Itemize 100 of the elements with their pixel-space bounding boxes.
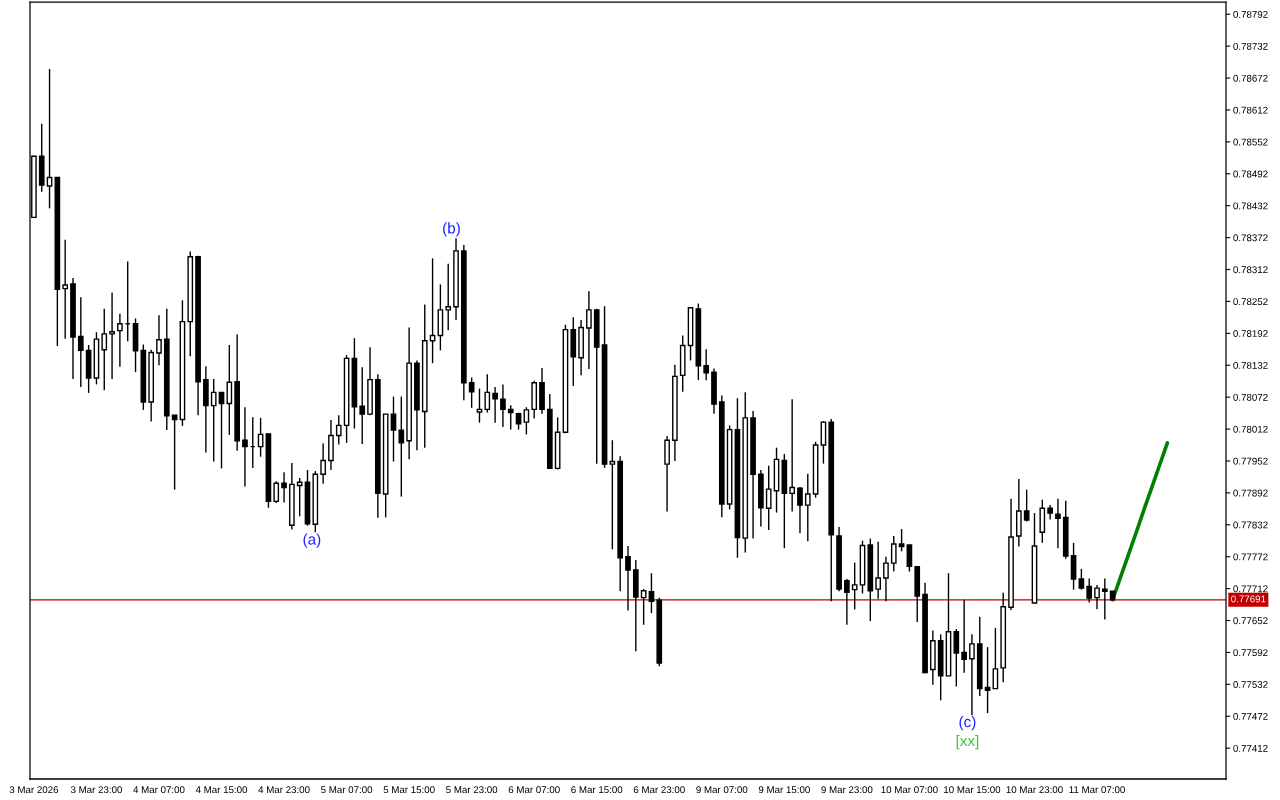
candlestick — [961, 599, 967, 674]
y-tick-label: 0.78672 — [1233, 74, 1268, 82]
candlestick — [281, 471, 287, 504]
candlestick — [906, 544, 913, 573]
candlestick — [226, 344, 233, 436]
x-tick-label: 10 Mar 15:00 — [944, 786, 1001, 794]
candlestick — [890, 535, 897, 573]
candlestick — [1094, 584, 1100, 611]
x-tick-label: 4 Mar 07:00 — [133, 786, 185, 794]
candlestick — [445, 262, 452, 331]
line-series — [1110, 441, 1170, 602]
annotation: (c) — [959, 716, 976, 731]
candlestick — [609, 439, 616, 550]
candlestick — [156, 314, 162, 366]
candlestick — [62, 239, 69, 340]
candlestick — [1039, 499, 1046, 544]
candlestick — [984, 646, 991, 714]
x-tick-label: 6 Mar 23:00 — [633, 786, 685, 794]
y-tick-label: 0.78492 — [1233, 170, 1268, 178]
annotation: [xx] — [956, 734, 979, 750]
candlestick — [851, 561, 858, 611]
candlestick — [46, 68, 53, 210]
y-tick-label: 0.78012 — [1233, 425, 1268, 433]
y-tick-label: 0.78072 — [1233, 393, 1268, 401]
candlestick — [77, 296, 84, 388]
annotation: (b) — [443, 222, 460, 237]
candlestick — [820, 420, 827, 465]
candlestick — [953, 628, 960, 688]
candlestick — [101, 308, 108, 391]
y-tick-label: 0.78372 — [1233, 234, 1268, 242]
y-tick-label: 0.78432 — [1233, 202, 1268, 210]
candlestick — [1023, 488, 1030, 523]
candlestick — [969, 633, 975, 716]
y-tick-label: 0.77772 — [1233, 553, 1268, 561]
x-tick-label: 5 Mar 15:00 — [383, 786, 435, 794]
y-tick-label: 0.78192 — [1233, 330, 1268, 337]
candlestick — [242, 406, 248, 488]
candlestick — [109, 291, 115, 380]
candlestick — [844, 578, 850, 626]
candlestick — [117, 312, 123, 368]
candlestick — [1055, 498, 1061, 549]
candlestick — [875, 541, 881, 600]
candlestick — [210, 378, 217, 463]
x-tick-label: 3 Mar 2026 — [9, 786, 59, 794]
candlestick — [390, 395, 397, 463]
y-tick-label: 0.77472 — [1233, 712, 1268, 720]
candlestick — [296, 477, 303, 517]
candlestick — [648, 572, 655, 614]
candlestick — [273, 480, 280, 504]
x-tick-label: 10 Mar 23:00 — [1006, 786, 1063, 794]
candlestick — [804, 473, 811, 542]
y-tick-label: 0.77952 — [1233, 457, 1268, 465]
x-tick-label: 11 Mar 07:00 — [1069, 786, 1125, 794]
y-tick-label: 0.77712 — [1233, 585, 1268, 593]
ref-line-label: 0.77691 — [1231, 595, 1266, 603]
y-tick-label: 0.78612 — [1233, 106, 1268, 114]
y-tick-label: 0.77892 — [1233, 489, 1268, 497]
candlestick — [765, 465, 772, 531]
candlestick — [625, 545, 631, 612]
candlestick — [703, 348, 710, 381]
y-tick-label: 0.77592 — [1233, 649, 1268, 657]
candlestick — [492, 386, 498, 424]
candlestick — [500, 383, 506, 428]
candlestick — [320, 442, 326, 485]
y-tick-label: 0.78732 — [1233, 42, 1268, 50]
y-tick-label: 0.78252 — [1233, 298, 1268, 306]
candlestick — [523, 406, 530, 436]
candlestick — [507, 404, 514, 431]
candlestick — [1101, 577, 1108, 621]
y-tick-label: 0.78312 — [1233, 266, 1268, 274]
candlestick — [789, 398, 796, 513]
candlestick — [586, 290, 592, 370]
x-tick-label: 9 Mar 23:00 — [821, 786, 873, 794]
x-tick-label: 5 Mar 23:00 — [446, 786, 498, 794]
candlestick — [1070, 542, 1077, 591]
x-tick-label: 9 Mar 07:00 — [696, 786, 748, 794]
candlestick — [359, 366, 366, 445]
x-tick-label: 6 Mar 15:00 — [571, 786, 623, 794]
x-tick-label: 4 Mar 15:00 — [195, 786, 248, 794]
candlestick — [883, 556, 889, 603]
candlestick — [1086, 577, 1093, 604]
candlestick — [664, 435, 670, 513]
x-tick-label: 4 Mar 23:00 — [258, 786, 310, 794]
y-tick-label: 0.77532 — [1233, 681, 1268, 688]
y-tick-label: 0.78132 — [1233, 361, 1268, 369]
candlestick — [335, 414, 342, 446]
y-tick-label: 0.78552 — [1233, 138, 1268, 146]
x-tick-label: 5 Mar 07:00 — [321, 786, 373, 794]
x-tick-label: 10 Mar 07:00 — [881, 786, 938, 794]
candlestick — [1078, 568, 1085, 591]
x-tick-label: 9 Mar 15:00 — [758, 786, 810, 794]
y-tick-label: 0.77832 — [1233, 521, 1268, 529]
y-tick-label: 0.78792 — [1233, 10, 1268, 18]
annotation: (a) — [303, 533, 321, 548]
candlestick — [797, 486, 803, 534]
candlestick — [468, 376, 475, 409]
y-tick-label: 0.77412 — [1233, 744, 1268, 752]
candlestick — [398, 395, 405, 498]
candlestick — [484, 373, 491, 414]
y-tick-label: 0.77652 — [1233, 617, 1268, 625]
